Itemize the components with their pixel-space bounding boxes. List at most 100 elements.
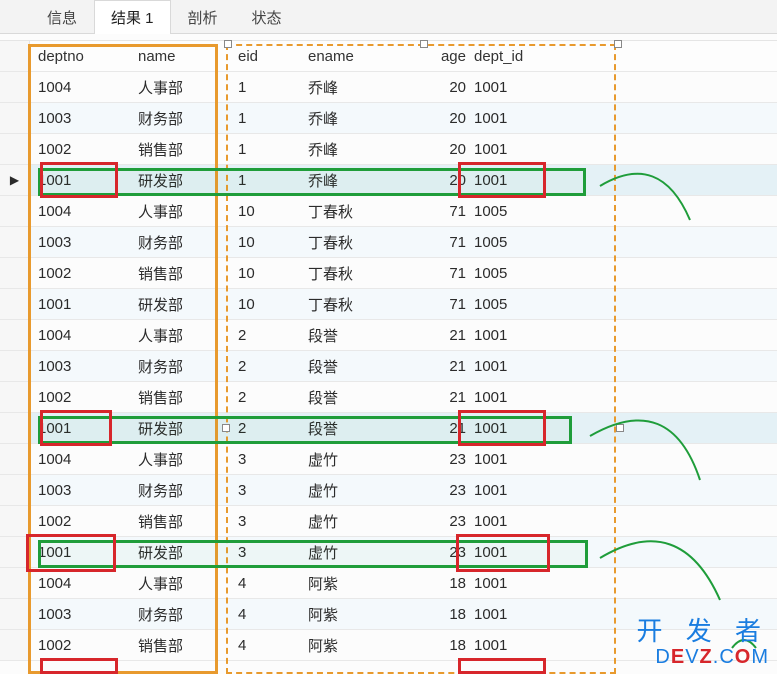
col-eid[interactable]: eid xyxy=(230,48,300,65)
cell-ename[interactable]: 段誉 xyxy=(300,356,420,377)
cell-deptno[interactable]: 1003 xyxy=(30,606,130,623)
cell-dept_id[interactable]: 1001 xyxy=(470,79,570,96)
table-row[interactable]: 1001研发部2段誉211001 xyxy=(0,413,777,444)
col-ename[interactable]: ename xyxy=(300,48,420,65)
cell-name[interactable]: 财务部 xyxy=(130,356,230,377)
cell-age[interactable]: 21 xyxy=(420,358,470,375)
cell-deptno[interactable]: 1002 xyxy=(30,513,130,530)
cell-eid[interactable]: 10 xyxy=(230,296,300,313)
cell-eid[interactable]: 2 xyxy=(230,420,300,437)
cell-deptno[interactable]: 1001 xyxy=(30,544,130,561)
cell-age[interactable]: 71 xyxy=(420,265,470,282)
cell-ename[interactable]: 乔峰 xyxy=(300,77,420,98)
cell-name[interactable]: 研发部 xyxy=(130,418,230,439)
cell-age[interactable]: 21 xyxy=(420,327,470,344)
cell-name[interactable]: 销售部 xyxy=(130,511,230,532)
cell-age[interactable]: 71 xyxy=(420,296,470,313)
table-row[interactable]: 1004人事部10丁春秋711005 xyxy=(0,196,777,227)
cell-deptno[interactable]: 1001 xyxy=(30,172,130,189)
cell-ename[interactable]: 乔峰 xyxy=(300,170,420,191)
cell-eid[interactable]: 4 xyxy=(230,606,300,623)
cell-dept_id[interactable]: 1001 xyxy=(470,513,570,530)
cell-dept_id[interactable]: 1001 xyxy=(470,482,570,499)
table-row[interactable]: 1001研发部3虚竹231001 xyxy=(0,537,777,568)
cell-name[interactable]: 财务部 xyxy=(130,108,230,129)
cell-age[interactable]: 18 xyxy=(420,606,470,623)
cell-eid[interactable]: 4 xyxy=(230,637,300,654)
table-row[interactable]: 1003财务部10丁春秋711005 xyxy=(0,227,777,258)
cell-age[interactable]: 23 xyxy=(420,513,470,530)
cell-ename[interactable]: 阿紫 xyxy=(300,635,420,656)
table-row[interactable]: 1004人事部1乔峰201001 xyxy=(0,72,777,103)
cell-name[interactable]: 销售部 xyxy=(130,387,230,408)
cell-eid[interactable]: 3 xyxy=(230,513,300,530)
cell-age[interactable]: 18 xyxy=(420,575,470,592)
cell-eid[interactable]: 1 xyxy=(230,110,300,127)
tab-profile[interactable]: 剖析 xyxy=(171,0,235,34)
table-row[interactable]: 1004人事部4阿紫181001 xyxy=(0,568,777,599)
cell-dept_id[interactable]: 1001 xyxy=(470,637,570,654)
table-row[interactable]: 1003财务部1乔峰201001 xyxy=(0,103,777,134)
cell-age[interactable]: 71 xyxy=(420,203,470,220)
cell-name[interactable]: 人事部 xyxy=(130,573,230,594)
cell-deptno[interactable]: 1002 xyxy=(30,141,130,158)
cell-name[interactable]: 人事部 xyxy=(130,201,230,222)
cell-deptno[interactable]: 1003 xyxy=(30,482,130,499)
table-row[interactable]: 1001研发部10丁春秋711005 xyxy=(0,289,777,320)
cell-ename[interactable]: 虚竹 xyxy=(300,449,420,470)
cell-eid[interactable]: 2 xyxy=(230,358,300,375)
cell-ename[interactable]: 虚竹 xyxy=(300,480,420,501)
table-row[interactable]: 1004人事部3虚竹231001 xyxy=(0,444,777,475)
tab-info[interactable]: 信息 xyxy=(30,0,94,34)
cell-deptno[interactable]: 1001 xyxy=(30,420,130,437)
cell-age[interactable]: 20 xyxy=(420,79,470,96)
cell-dept_id[interactable]: 1005 xyxy=(470,265,570,282)
cell-name[interactable]: 财务部 xyxy=(130,232,230,253)
cell-name[interactable]: 销售部 xyxy=(130,139,230,160)
cell-dept_id[interactable]: 1005 xyxy=(470,234,570,251)
cell-name[interactable]: 研发部 xyxy=(130,170,230,191)
cell-age[interactable]: 71 xyxy=(420,234,470,251)
cell-eid[interactable]: 1 xyxy=(230,79,300,96)
cell-deptno[interactable]: 1001 xyxy=(30,296,130,313)
table-row[interactable]: 1003财务部3虚竹231001 xyxy=(0,475,777,506)
cell-ename[interactable]: 段誉 xyxy=(300,387,420,408)
table-row[interactable]: 1002销售部2段誉211001 xyxy=(0,382,777,413)
cell-ename[interactable]: 阿紫 xyxy=(300,604,420,625)
cell-deptno[interactable]: 1003 xyxy=(30,358,130,375)
cell-age[interactable]: 23 xyxy=(420,544,470,561)
cell-name[interactable]: 销售部 xyxy=(130,635,230,656)
cell-ename[interactable]: 段誉 xyxy=(300,418,420,439)
cell-dept_id[interactable]: 1005 xyxy=(470,296,570,313)
cell-age[interactable]: 20 xyxy=(420,141,470,158)
col-age[interactable]: age xyxy=(420,48,470,65)
table-row[interactable]: 1003财务部2段誉211001 xyxy=(0,351,777,382)
cell-dept_id[interactable]: 1001 xyxy=(470,420,570,437)
cell-ename[interactable]: 阿紫 xyxy=(300,573,420,594)
cell-deptno[interactable]: 1002 xyxy=(30,389,130,406)
cell-dept_id[interactable]: 1001 xyxy=(470,172,570,189)
cell-age[interactable]: 20 xyxy=(420,172,470,189)
cell-name[interactable]: 财务部 xyxy=(130,604,230,625)
cell-eid[interactable]: 3 xyxy=(230,544,300,561)
cell-eid[interactable]: 10 xyxy=(230,203,300,220)
cell-dept_id[interactable]: 1001 xyxy=(470,575,570,592)
cell-deptno[interactable]: 1002 xyxy=(30,637,130,654)
cell-eid[interactable]: 4 xyxy=(230,575,300,592)
cell-ename[interactable]: 乔峰 xyxy=(300,108,420,129)
cell-name[interactable]: 人事部 xyxy=(130,77,230,98)
cell-eid[interactable]: 2 xyxy=(230,389,300,406)
cell-age[interactable]: 23 xyxy=(420,451,470,468)
cell-deptno[interactable]: 1004 xyxy=(30,327,130,344)
cell-ename[interactable]: 丁春秋 xyxy=(300,201,420,222)
cell-dept_id[interactable]: 1001 xyxy=(470,141,570,158)
cell-age[interactable]: 18 xyxy=(420,637,470,654)
cell-ename[interactable]: 乔峰 xyxy=(300,139,420,160)
table-row[interactable]: 1002销售部3虚竹231001 xyxy=(0,506,777,537)
cell-eid[interactable]: 10 xyxy=(230,234,300,251)
cell-deptno[interactable]: 1004 xyxy=(30,203,130,220)
cell-ename[interactable]: 丁春秋 xyxy=(300,232,420,253)
cell-ename[interactable]: 丁春秋 xyxy=(300,263,420,284)
cell-name[interactable]: 财务部 xyxy=(130,480,230,501)
cell-dept_id[interactable]: 1001 xyxy=(470,544,570,561)
